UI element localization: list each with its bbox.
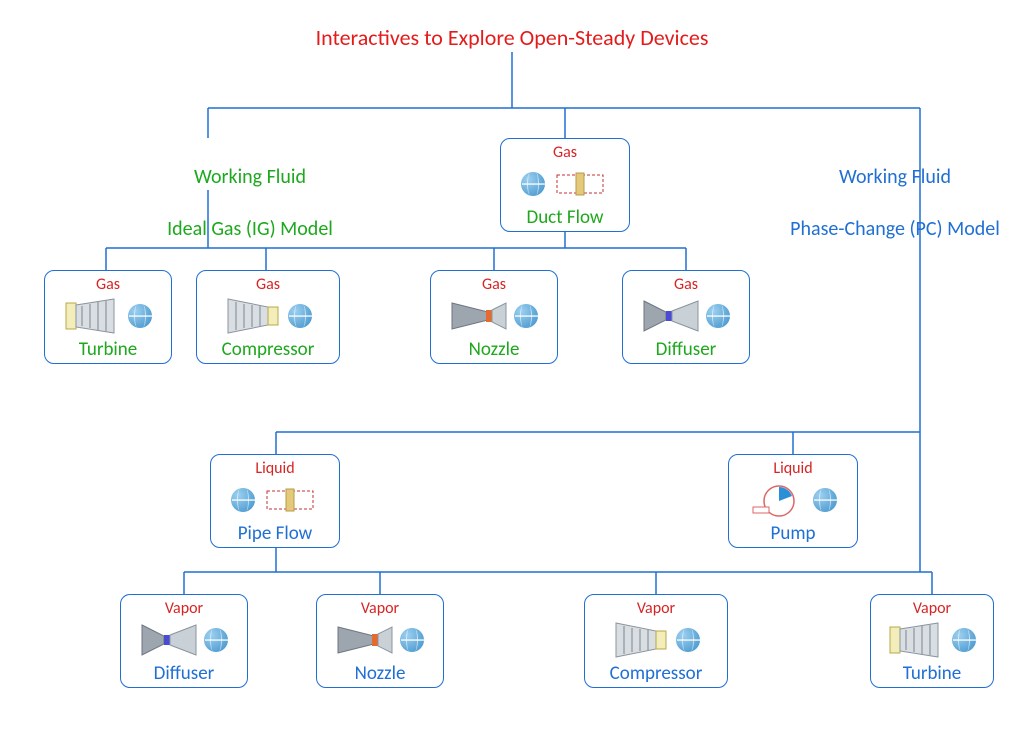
globe-icon — [128, 304, 152, 328]
globe-icon — [521, 172, 545, 196]
compressor-icon — [224, 297, 282, 335]
icon-row — [629, 296, 743, 336]
pump-icon — [749, 481, 807, 519]
globe-icon — [288, 304, 312, 328]
node-label: Compressor — [591, 662, 721, 685]
diffuser-icon — [642, 297, 700, 335]
node-label: Pump — [735, 522, 851, 545]
globe-icon — [952, 628, 976, 652]
fluid-label: Gas — [51, 275, 165, 294]
branch-label-ig: Working Fluid Ideal Gas (IG) Model — [130, 138, 370, 242]
node-label: Turbine — [51, 338, 165, 361]
node-ig-compressor[interactable]: Gas Compressor — [196, 270, 340, 364]
node-ig-nozzle[interactable]: Gas Nozzle — [430, 270, 558, 364]
branch-pc-line1: Working Fluid — [839, 165, 951, 189]
globe-icon — [400, 628, 424, 652]
globe-icon — [676, 628, 700, 652]
node-pipe-flow[interactable]: Liquid Pipe Flow — [210, 454, 340, 548]
fluid-label: Gas — [437, 275, 551, 294]
branch-label-pc: Working Fluid Phase-Change (PC) Model — [760, 138, 1024, 242]
node-label: Turbine — [877, 662, 987, 685]
node-duct-flow[interactable]: Gas Duct Flow — [500, 138, 630, 232]
branch-ig-line1: Working Fluid — [194, 165, 306, 189]
fluid-label: Liquid — [217, 459, 333, 478]
icon-row — [127, 620, 241, 660]
diagram-title: Interactives to Explore Open-Steady Devi… — [0, 24, 1024, 51]
compressor-icon — [612, 621, 670, 659]
branch-pc-line2: Phase-Change (PC) Model — [790, 217, 1000, 241]
icon-row — [735, 480, 851, 520]
node-label: Pipe Flow — [217, 522, 333, 545]
globe-icon — [514, 304, 538, 328]
node-label: Diffuser — [127, 662, 241, 685]
branch-ig-line2: Ideal Gas (IG) Model — [167, 217, 333, 241]
icon-row — [323, 620, 437, 660]
icon-row — [591, 620, 721, 660]
node-pc-turbine[interactable]: Vapor Turbine — [870, 594, 994, 688]
node-label: Diffuser — [629, 338, 743, 361]
fluid-label: Liquid — [735, 459, 851, 478]
node-label: Compressor — [203, 338, 333, 361]
fluid-label: Gas — [507, 143, 623, 162]
nozzle-icon — [450, 297, 508, 335]
fluid-label: Vapor — [877, 599, 987, 618]
node-label: Duct Flow — [507, 206, 623, 229]
icon-row — [203, 296, 333, 336]
duct-icon — [261, 481, 319, 519]
node-pc-nozzle[interactable]: Vapor Nozzle — [316, 594, 444, 688]
node-ig-turbine[interactable]: Gas Turbine — [44, 270, 172, 364]
icon-row — [877, 620, 987, 660]
fluid-label: Vapor — [591, 599, 721, 618]
node-ig-diffuser[interactable]: Gas Diffuser — [622, 270, 750, 364]
node-pump[interactable]: Liquid Pump — [728, 454, 858, 548]
turbine-icon — [64, 297, 122, 335]
duct-icon — [551, 165, 609, 203]
icon-row — [507, 164, 623, 204]
globe-icon — [706, 304, 730, 328]
fluid-label: Gas — [203, 275, 333, 294]
globe-icon — [231, 488, 255, 512]
node-label: Nozzle — [323, 662, 437, 685]
fluid-label: Gas — [629, 275, 743, 294]
icon-row — [437, 296, 551, 336]
node-pc-compressor[interactable]: Vapor Compressor — [584, 594, 728, 688]
diffuser-icon — [140, 621, 198, 659]
node-label: Nozzle — [437, 338, 551, 361]
globe-icon — [813, 488, 837, 512]
globe-icon — [204, 628, 228, 652]
icon-row — [51, 296, 165, 336]
nozzle-icon — [336, 621, 394, 659]
icon-row — [217, 480, 333, 520]
node-pc-diffuser[interactable]: Vapor Diffuser — [120, 594, 248, 688]
fluid-label: Vapor — [127, 599, 241, 618]
fluid-label: Vapor — [323, 599, 437, 618]
turbine-icon — [888, 621, 946, 659]
